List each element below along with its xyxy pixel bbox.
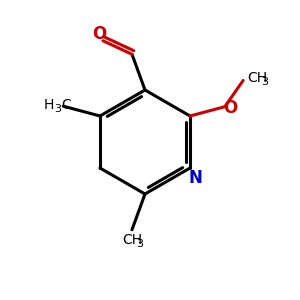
Text: H: H: [44, 98, 54, 112]
Text: N: N: [188, 169, 202, 187]
Text: 3: 3: [54, 104, 61, 114]
Text: O: O: [223, 99, 237, 117]
Text: 3: 3: [262, 77, 269, 88]
Text: CH: CH: [122, 233, 142, 247]
Text: 3: 3: [136, 239, 143, 249]
Text: C: C: [61, 98, 71, 112]
Text: O: O: [92, 25, 106, 43]
Text: CH: CH: [247, 71, 267, 85]
